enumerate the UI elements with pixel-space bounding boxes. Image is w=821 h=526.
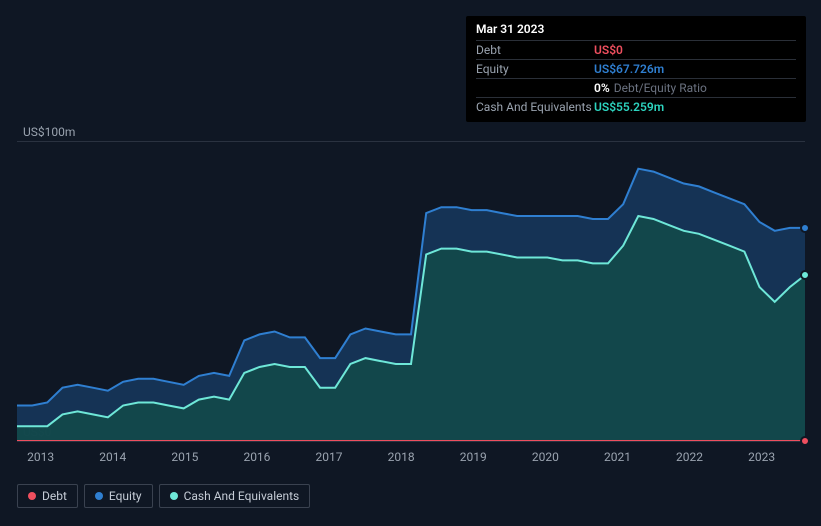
- tooltip-row-label: Debt: [476, 43, 594, 57]
- tooltip-row-label: Equity: [476, 62, 594, 76]
- tooltip-row-value: US$0: [594, 43, 623, 57]
- x-tick-label: 2016: [243, 450, 270, 464]
- tooltip-row: EquityUS$67.726m: [476, 59, 796, 78]
- x-tick-label: 2014: [99, 450, 126, 464]
- x-tick-label: 2019: [460, 450, 487, 464]
- tooltip-row-label: Cash And Equivalents: [476, 100, 594, 114]
- tooltip-row-value: 0%: [594, 81, 610, 95]
- chart-tooltip: Mar 31 2023DebtUS$0EquityUS$67.726m0% De…: [466, 16, 806, 122]
- debt-end-marker: [800, 436, 810, 446]
- cash-end-marker: [800, 270, 810, 280]
- y-axis-max-label: US$100m: [23, 125, 75, 139]
- x-tick-label: 2015: [171, 450, 198, 464]
- x-tick-label: 2021: [604, 450, 631, 464]
- tooltip-date: Mar 31 2023: [476, 22, 796, 36]
- equity-end-marker: [800, 223, 810, 233]
- x-tick-label: 2017: [316, 450, 343, 464]
- tooltip-row: Cash And EquivalentsUS$55.259m: [476, 97, 796, 116]
- legend-dot-icon: [95, 492, 103, 500]
- tooltip-row-value: US$55.259m: [594, 100, 664, 114]
- x-tick-label: 2018: [388, 450, 415, 464]
- x-axis-labels: 2013 2014 2015 2016 2017 2018 2019 2020 2021 2022…: [17, 450, 805, 466]
- tooltip-row: 0% Debt/Equity Ratio: [476, 78, 796, 97]
- x-tick-label: 2020: [532, 450, 559, 464]
- legend-item-label: Debt: [42, 489, 67, 503]
- legend-dot-icon: [28, 492, 36, 500]
- x-tick-label: 2023: [748, 450, 775, 464]
- legend-item[interactable]: Equity: [84, 484, 153, 508]
- x-tick-label: 2022: [676, 450, 703, 464]
- legend-dot-icon: [170, 492, 178, 500]
- legend-item[interactable]: Debt: [17, 484, 78, 508]
- chart-legend: Debt Equity Cash And Equivalents: [17, 484, 310, 508]
- tooltip-row-value: US$67.726m: [594, 62, 664, 76]
- tooltip-row: DebtUS$0: [476, 40, 796, 59]
- legend-item-label: Cash And Equivalents: [184, 489, 300, 503]
- tooltip-row-suffix: Debt/Equity Ratio: [614, 81, 707, 95]
- legend-item-label: Equity: [109, 489, 142, 503]
- legend-item[interactable]: Cash And Equivalents: [159, 484, 311, 508]
- x-tick-label: 2013: [27, 450, 54, 464]
- tooltip-row-label: [476, 81, 594, 95]
- chart-top-divider: [17, 141, 805, 142]
- chart-svg: [17, 145, 805, 445]
